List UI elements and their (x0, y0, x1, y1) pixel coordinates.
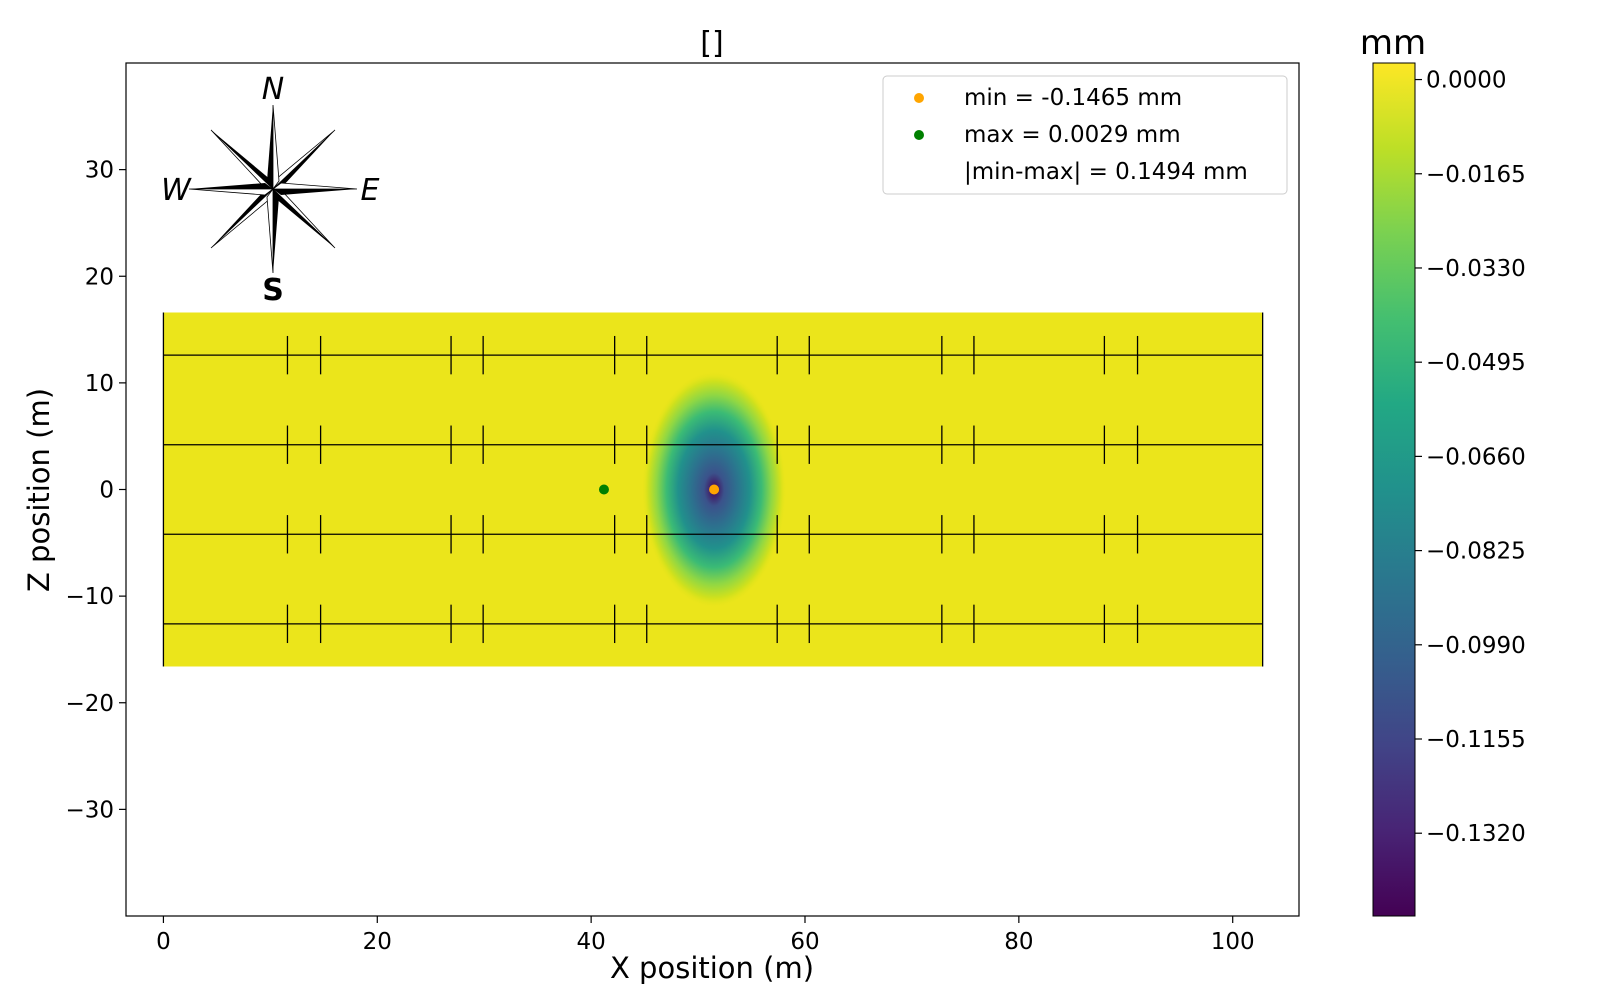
colorbar-gradient (1372, 62, 1416, 917)
legend-min-label: min = -0.1465 mm (964, 85, 1182, 111)
x-axis-label: X position (m) (610, 951, 814, 985)
y-tick-label: −30 (65, 797, 114, 823)
y-tick-label: −20 (65, 691, 114, 717)
y-tick-label: 20 (85, 264, 114, 290)
x-tick-label: 0 (156, 929, 171, 955)
legend-min-marker (914, 93, 924, 103)
colorbar-unit-label: mm (1360, 23, 1426, 63)
x-tick-label: 40 (576, 929, 605, 955)
x-tick-label: 80 (1004, 929, 1033, 955)
y-tick-label: 30 (85, 158, 114, 184)
compass-west-label: W (161, 173, 192, 208)
marker-layer (598, 484, 720, 495)
max-marker (598, 484, 609, 495)
colorbar-tick-label: −0.0495 (1426, 350, 1526, 376)
x-axis-ticks: 0 20 40 60 80 100 (156, 916, 1255, 955)
chart-title: [] (700, 26, 723, 61)
legend-range-label: |min-max| = 0.1494 mm (964, 159, 1248, 185)
colorbar-tick-label: −0.1155 (1426, 727, 1526, 753)
x-tick-label: 20 (363, 929, 392, 955)
legend-box (882, 75, 1288, 195)
y-axis-ticks: −30 −20 −10 0 10 20 30 (65, 158, 126, 823)
x-tick-label: 100 (1211, 929, 1255, 955)
compass-south-label: S (262, 273, 284, 308)
compass-east-label: E (361, 173, 380, 208)
legend: min = -0.1465 mm max = 0.0029 mm |min-ma… (882, 75, 1288, 195)
y-tick-label: −10 (65, 584, 114, 610)
x-tick-label: 60 (790, 929, 819, 955)
y-tick-label: 0 (99, 478, 114, 504)
compass-rose: N S E W (161, 72, 379, 308)
y-tick-label: 10 (85, 371, 114, 397)
colorbar-ticks: 0.0000 −0.0165 −0.0330 −0.0495 −0.0660 −0.082… (1415, 68, 1526, 847)
compass-secondary-points (210, 129, 336, 249)
structure-lines (162, 312, 1264, 667)
legend-max-label: max = 0.0029 mm (964, 122, 1181, 148)
compass-cardinal-points (188, 104, 358, 274)
colorbar-tick-label: −0.1320 (1426, 821, 1526, 847)
min-marker (709, 484, 720, 495)
colorbar: mm 0.0000 −0.0165 −0.0330 −0.0495 −0.0660 −0.… (1360, 23, 1526, 917)
y-axis-label: Z position (m) (22, 388, 56, 592)
colorbar-tick-label: −0.0165 (1426, 162, 1526, 188)
colorbar-tick-label: −0.0825 (1426, 539, 1526, 565)
legend-max-marker (914, 130, 924, 140)
compass-north-label: N (262, 72, 284, 107)
colorbar-tick-label: −0.0990 (1426, 633, 1526, 659)
colorbar-tick-label: −0.0330 (1426, 256, 1526, 282)
colorbar-tick-label: 0.0000 (1426, 68, 1506, 94)
colorbar-tick-label: −0.0660 (1426, 444, 1526, 470)
